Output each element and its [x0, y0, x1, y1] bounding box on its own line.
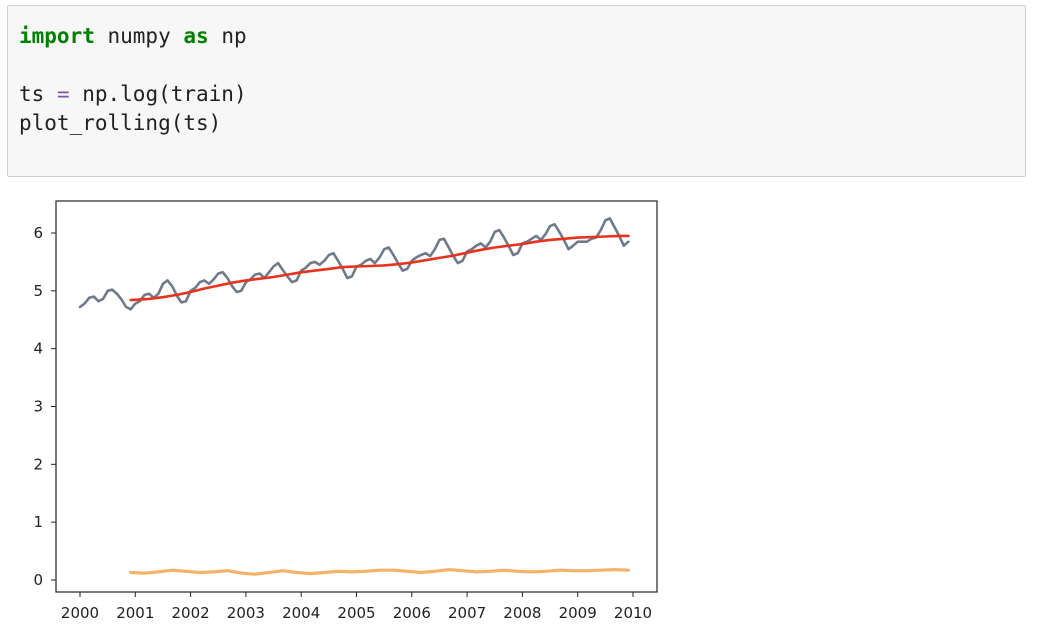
- rolling-stats-chart: 2000 2001 2002 2003 2004 2005 2006 2007 2008 2009…: [33, 200, 658, 622]
- x-tick-label: 2008: [503, 604, 541, 622]
- y-tick-label: 4: [33, 340, 43, 358]
- x-tick-label: 2002: [172, 604, 210, 622]
- series-line-rolling-std: [129, 568, 630, 576]
- x-tick-label: 2009: [559, 604, 597, 622]
- code-text: np.log(train): [69, 82, 247, 106]
- plot-frame: [55, 200, 658, 593]
- code-line-3: ts = np.log(train): [19, 81, 247, 107]
- code-line-4: plot_rolling(ts): [19, 111, 222, 135]
- code-text: np: [208, 24, 247, 48]
- x-tick-label: 2003: [227, 604, 265, 622]
- operator-equals: =: [56, 82, 70, 106]
- keyword-as: as: [183, 24, 209, 48]
- code-text: ts: [19, 82, 57, 106]
- series-line-original: [78, 217, 630, 311]
- axes-layer: 2000 2001 2002 2003 2004 2005 2006 2007 2008 2009…: [33, 200, 658, 622]
- keyword-import: import: [19, 24, 95, 48]
- series-line-rolling-mean: [129, 234, 630, 302]
- x-tick-label: 2005: [337, 604, 375, 622]
- x-tick-label: 2010: [614, 604, 652, 622]
- y-tick-label: 5: [33, 282, 43, 300]
- code-line-1: import numpy as np: [19, 23, 247, 49]
- y-tick-label: 3: [33, 398, 43, 416]
- x-tick-label: 2004: [282, 604, 320, 622]
- y-tick-label: 1: [33, 513, 43, 531]
- cell-output-area: 2000 2001 2002 2003 2004 2005 2006 2007 2008 2009…: [0, 186, 680, 636]
- x-tick-label: 2001: [116, 604, 154, 622]
- x-tick-label: 2007: [448, 604, 486, 622]
- y-tick-label: 6: [33, 224, 43, 242]
- x-tick-label: 2006: [393, 604, 431, 622]
- y-tick-label: 0: [33, 571, 43, 589]
- code-text: numpy: [94, 24, 184, 48]
- code-cell-input[interactable]: import numpy as np ts = np.log(train) pl…: [7, 5, 1026, 177]
- y-tick-label: 2: [33, 455, 43, 473]
- series-layer: [78, 217, 630, 576]
- x-tick-label: 2000: [61, 604, 99, 622]
